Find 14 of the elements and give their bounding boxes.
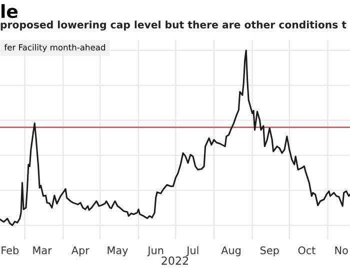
x-axis-title: 2022	[162, 256, 188, 265]
x-tick-label: No	[335, 246, 348, 254]
x-tick-label: Jul	[186, 246, 198, 256]
x-tick-label: Aug	[221, 246, 240, 256]
x-tick-label: Feb	[2, 246, 19, 254]
x-tick-label: May	[108, 246, 128, 256]
chart-title: le	[2, 4, 18, 18]
x-tick-label: Apr	[71, 246, 90, 256]
x-tick-label: Sep	[260, 246, 279, 256]
text: fer Facility month-ahead	[4, 44, 106, 52]
x-tick-label: Oct	[298, 246, 316, 254]
chart-subtitle: proposed lowering cap level but there are other conditions t	[0, 20, 346, 31]
x-tick-label: Mar	[33, 246, 52, 254]
x-tick-label: Jun	[147, 246, 164, 256]
